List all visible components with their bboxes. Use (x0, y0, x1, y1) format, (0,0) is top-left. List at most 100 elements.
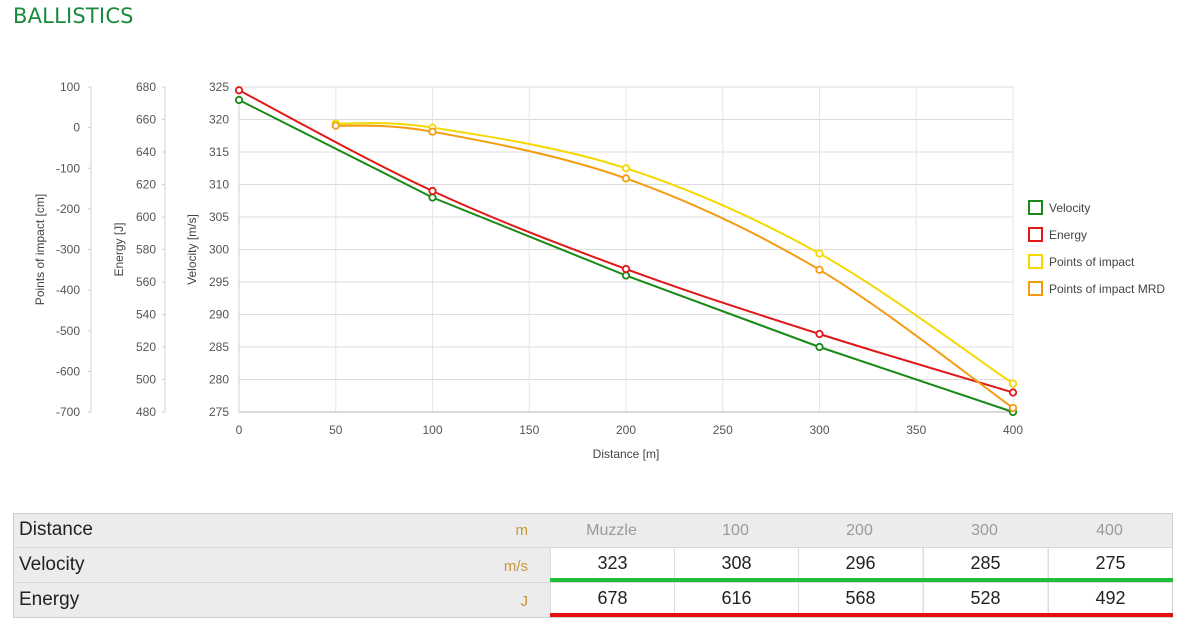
page-title: BALLISTICS (13, 4, 134, 28)
y-tick-label: -500 (56, 324, 80, 338)
legend-label: Points of impact (1049, 255, 1135, 269)
velocity-bar (550, 578, 1173, 582)
legend-label: Points of impact MRD (1049, 282, 1165, 296)
data-point (1008, 379, 1018, 388)
legend-label: Velocity (1049, 201, 1090, 215)
chart-legend: Velocity Energy Points of impact Points of … (1028, 200, 1165, 296)
y-tick-label: 325 (209, 80, 229, 94)
legend-swatch (1028, 281, 1043, 296)
y-tick-label: 0 (73, 121, 80, 135)
legend-swatch (1028, 200, 1043, 215)
legend-swatch (1028, 227, 1043, 242)
y-tick-label: 295 (209, 275, 229, 289)
column-header: 400 (1096, 522, 1123, 539)
table-cell: 568 (798, 583, 922, 613)
x-tick-label: 250 (713, 423, 733, 437)
y-tick-label: 620 (136, 178, 156, 192)
y-tick-label: 285 (209, 340, 229, 354)
data-point (815, 329, 824, 339)
row-unit: m (515, 522, 529, 539)
row-label: Velocity (19, 554, 85, 575)
y-tick-label: 275 (209, 405, 229, 419)
data-point (815, 265, 824, 274)
y-tick-label: -300 (56, 243, 80, 257)
y-axis-label: Points of impact [cm] (33, 194, 47, 305)
y-tick-label: 300 (209, 243, 229, 257)
chart-series (234, 86, 1018, 417)
table-row-energy: Energy J 678 616 568 528 492 (14, 583, 1173, 617)
y-tick-label: -400 (56, 283, 80, 297)
x-tick-label: 400 (1003, 423, 1023, 437)
y-tick-label: 560 (136, 275, 156, 289)
data-point (428, 186, 437, 196)
table-cell: 275 (1048, 548, 1172, 578)
x-tick-label: 0 (236, 423, 243, 437)
table-row-distance: Distance m Muzzle 100 200 300 400 (14, 514, 1172, 548)
data-point (428, 127, 437, 136)
x-tick-label: 150 (519, 423, 539, 437)
table-row-velocity: Velocity m/s 323 308 296 285 275 (14, 548, 1173, 583)
y-tick-label: 580 (136, 243, 156, 257)
ballistics-chart: 0 50 100 150 200 250 300 350 400 Distance [m] 100 0… (33, 80, 1165, 461)
table-cell: 678 (550, 583, 674, 613)
y-tick-label: 290 (209, 308, 229, 322)
data-point (1008, 388, 1018, 397)
y-tick-label: 100 (60, 80, 80, 94)
series-line (335, 124, 1014, 409)
y-tick-label: 310 (209, 178, 229, 192)
y-tick-label: -700 (56, 405, 80, 419)
y-tick-label: 480 (136, 405, 156, 419)
x-tick-label: 350 (906, 423, 926, 437)
table-cell: 616 (674, 583, 798, 613)
data-point (621, 174, 631, 183)
data-point (621, 164, 631, 173)
column-header: 200 (846, 522, 873, 539)
table-cell: 285 (923, 548, 1047, 578)
row-unit: J (520, 593, 529, 610)
y-tick-label: 500 (136, 373, 156, 387)
y-tick-label: 540 (136, 308, 156, 322)
ballistics-table: Distance m Muzzle 100 200 300 400 Veloci… (13, 513, 1173, 618)
y-tick-label: 660 (136, 113, 156, 127)
table-cell: 528 (923, 583, 1047, 613)
y-axis-label: Energy [J] (112, 222, 126, 276)
y-tick-label: 640 (136, 145, 156, 159)
y-tick-label: 680 (136, 80, 156, 94)
data-point (815, 342, 824, 352)
chart-axes: 0 50 100 150 200 250 300 350 400 Distance [m] 100 0… (33, 80, 1023, 461)
column-header: Muzzle (586, 522, 637, 539)
y-tick-label: 315 (209, 145, 229, 159)
table-cell: 323 (550, 548, 674, 578)
x-tick-label: 300 (809, 423, 829, 437)
chart-grid (238, 86, 1014, 413)
y-tick-label: -200 (56, 202, 80, 216)
y-tick-label: 600 (136, 210, 156, 224)
legend-swatch (1028, 254, 1043, 269)
column-header: 300 (971, 522, 998, 539)
legend-label: Energy (1049, 228, 1087, 242)
data-point (234, 86, 244, 95)
data-point (331, 121, 340, 130)
x-axis-label: Distance [m] (593, 447, 660, 461)
data-point (815, 249, 824, 258)
row-unit: m/s (503, 558, 528, 575)
y-tick-label: 305 (209, 210, 229, 224)
table-cell: 308 (674, 548, 798, 578)
row-label: Energy (19, 589, 80, 610)
table-cell: 296 (798, 548, 922, 578)
y-tick-label: 320 (209, 113, 229, 127)
table-cell: 492 (1048, 583, 1172, 613)
column-header: 100 (722, 522, 749, 539)
series-line (335, 122, 1014, 385)
energy-bar (550, 613, 1173, 617)
y-axis-label: Velocity [m/s] (185, 214, 199, 285)
data-point (621, 264, 631, 274)
y-tick-label: -600 (56, 364, 80, 378)
data-point (234, 95, 244, 105)
x-tick-label: 100 (422, 423, 442, 437)
data-point (1008, 403, 1018, 413)
row-label: Distance (19, 519, 93, 540)
data-point (428, 193, 437, 202)
y-tick-label: 280 (209, 373, 229, 387)
data-point (621, 271, 631, 280)
